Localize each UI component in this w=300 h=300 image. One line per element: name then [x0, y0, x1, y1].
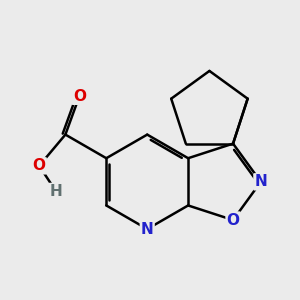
Text: O: O [73, 89, 86, 104]
Text: N: N [141, 222, 154, 237]
Text: O: O [226, 213, 240, 228]
Text: N: N [254, 174, 267, 189]
Text: O: O [33, 158, 46, 173]
Text: H: H [50, 184, 62, 199]
